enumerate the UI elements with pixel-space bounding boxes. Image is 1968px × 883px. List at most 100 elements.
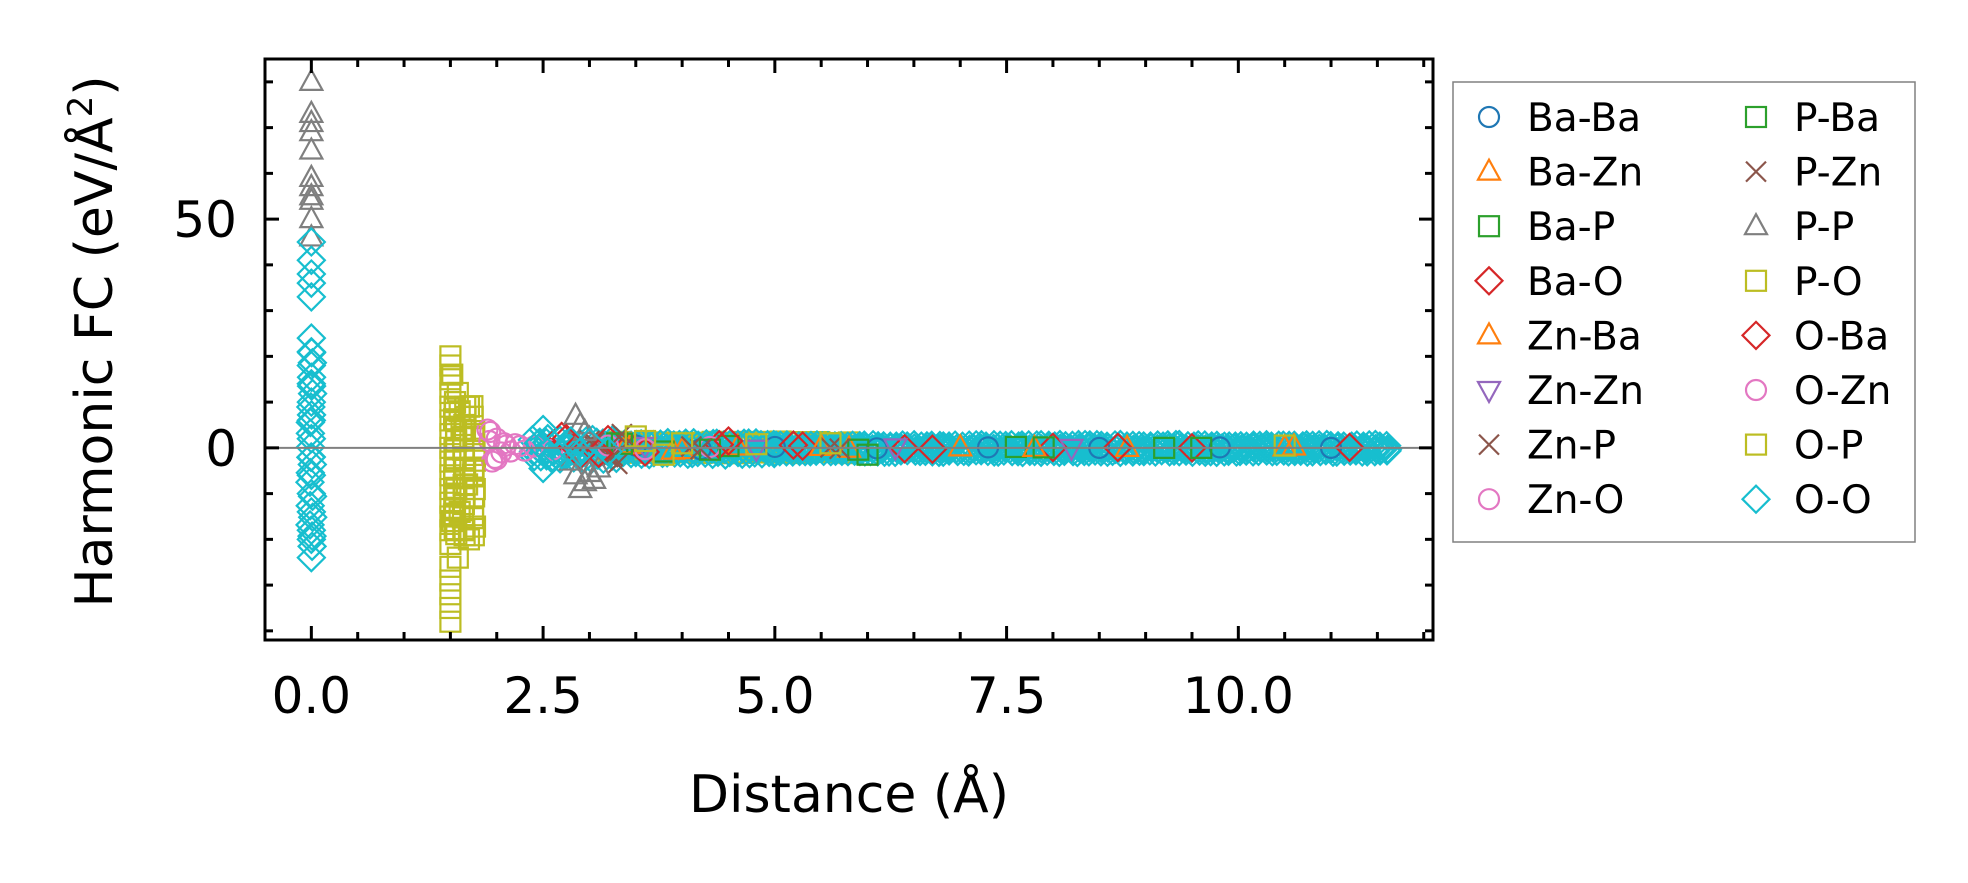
data-point — [441, 509, 464, 533]
data-point — [882, 438, 909, 462]
band-point — [1134, 435, 1165, 466]
data-point — [296, 423, 327, 454]
data-point — [298, 136, 325, 160]
data-point — [439, 368, 462, 391]
legend-marker — [1473, 265, 1505, 296]
data-point — [296, 441, 327, 473]
data-point — [439, 532, 462, 556]
legend-entry-p-zn: P-Zn — [1745, 151, 1882, 196]
axis-ticks: 0.0 2.5 5.0 7.5 10.0 0 50 — [173, 59, 1433, 725]
legend-marker — [1740, 320, 1772, 351]
data-point — [1102, 432, 1133, 463]
data-point — [296, 350, 327, 381]
data-point — [689, 438, 712, 461]
legend-entry-ba-p: Ba-P — [1477, 205, 1615, 250]
legend-label: O-Zn — [1794, 369, 1891, 414]
series-o-zn — [479, 420, 532, 471]
legend-label: Ba-Zn — [1527, 151, 1643, 196]
band-point — [1202, 433, 1233, 464]
data-point — [296, 226, 327, 258]
data-point — [296, 387, 327, 418]
legend-label: P-Zn — [1794, 151, 1882, 196]
data-point — [581, 465, 607, 489]
data-point — [439, 596, 462, 620]
data-point — [462, 423, 485, 446]
legend-entry-o-o: O-O — [1740, 478, 1872, 523]
data-point — [713, 425, 744, 457]
data-point — [1058, 438, 1085, 463]
y-axis-title-superscript: 2 — [61, 96, 101, 118]
legend-marker — [1740, 484, 1772, 515]
data-point — [298, 181, 325, 206]
data-point — [585, 454, 612, 478]
legend-marker — [1744, 105, 1768, 129]
legend-marker — [1744, 378, 1768, 402]
data-point — [439, 477, 462, 501]
series-p-o — [439, 345, 1296, 633]
band-point — [1213, 433, 1244, 464]
band-point — [1190, 433, 1221, 465]
data-point — [1334, 432, 1365, 463]
x-tick-label: 2.5 — [503, 667, 583, 725]
legend-label: P-P — [1794, 205, 1854, 250]
legend-label: Zn-O — [1527, 478, 1624, 523]
data-point — [296, 542, 327, 573]
data-point — [296, 460, 327, 491]
x-tick-label: 0.0 — [272, 667, 352, 725]
data-point — [462, 459, 485, 482]
data-point — [787, 430, 818, 462]
x-tick-label: 10.0 — [1183, 667, 1294, 725]
legend-label: Ba-P — [1527, 205, 1615, 250]
legend-label: Ba-Ba — [1527, 96, 1641, 141]
x-tick-label: 7.5 — [967, 667, 1047, 725]
legend-frame — [1452, 81, 1916, 543]
data-point — [296, 478, 327, 509]
data-point — [298, 172, 325, 197]
legend-entry-o-zn: O-Zn — [1744, 369, 1891, 414]
legend-label: O-Ba — [1794, 314, 1889, 359]
legend-label: Zn-Ba — [1527, 314, 1642, 359]
data-point — [478, 429, 501, 453]
x-axis-title: Distance (Å) — [689, 763, 1009, 825]
data-point — [439, 583, 462, 606]
data-point — [633, 429, 657, 453]
data-point — [296, 245, 327, 276]
band-point — [995, 433, 1026, 464]
band-point — [777, 433, 808, 464]
legend-label: O-O — [1794, 478, 1872, 523]
data-point — [537, 444, 568, 475]
legend-marker — [1477, 488, 1501, 511]
band-point — [1371, 430, 1402, 461]
band-point — [295, 391, 326, 423]
data-point — [298, 67, 325, 91]
y-tick-label: 0 — [205, 420, 237, 478]
legend-marker — [1476, 157, 1502, 181]
data-point — [296, 281, 327, 312]
legend-marker — [1743, 211, 1769, 236]
data-point — [296, 336, 327, 367]
band-point — [296, 362, 327, 393]
legend-marker — [1478, 433, 1500, 456]
data-point — [457, 528, 481, 551]
band-point — [1352, 433, 1383, 464]
legend: Ba-Ba Ba-Zn Ba-P Ba-O Zn-Ba Zn-Zn Zn-P Zn-O P-Ba… — [1452, 81, 1916, 543]
band-point — [295, 418, 326, 449]
legend-label: Ba-O — [1527, 260, 1624, 305]
data-point — [555, 425, 586, 457]
legend-label: P-Ba — [1794, 96, 1880, 141]
data-point — [446, 546, 469, 569]
data-point — [1176, 432, 1208, 463]
data-point — [455, 473, 479, 496]
data-point — [457, 395, 481, 418]
data-point — [298, 108, 325, 133]
data-point — [479, 420, 502, 443]
band-point — [1364, 431, 1395, 462]
y-axis-title: Harmonic FC (eV/Å2) — [61, 75, 125, 607]
legend-entry-zn-zn: Zn-Zn — [1476, 369, 1644, 414]
legend-label: Zn-P — [1527, 424, 1616, 469]
legend-entry-zn-ba: Zn-Ba — [1476, 314, 1642, 359]
band-point — [1360, 433, 1391, 464]
series-o-o — [296, 226, 624, 573]
data-point — [743, 439, 770, 464]
